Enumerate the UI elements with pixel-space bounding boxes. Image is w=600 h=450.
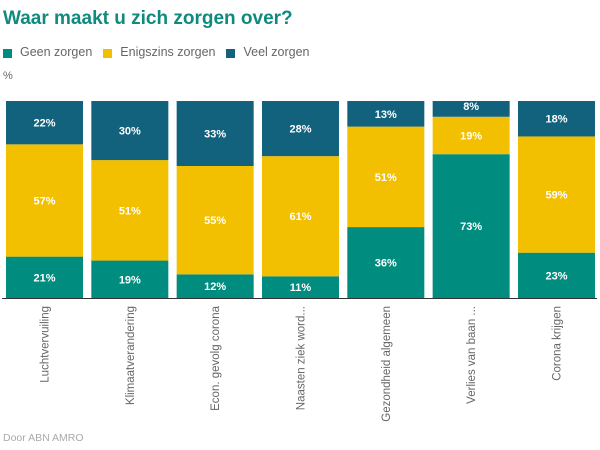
bar-gezondheid-algemeen-enigszins-zorgen[interactable] (347, 126, 425, 228)
bar-verlies-van-baan-enigszins-zorgen[interactable] (432, 116, 510, 155)
bar-naasten-ziek-word-veel-zorgen[interactable] (261, 101, 339, 157)
data-label-corona-krijgen-geen-zorgen: 23% (545, 270, 567, 282)
bar-klimaatverandering-enigszins-zorgen[interactable] (91, 160, 169, 261)
data-label-luchtvervuiling-geen-zorgen: 21% (33, 272, 55, 284)
source-credit: Door ABN AMRO (3, 432, 84, 444)
data-label-econ-gevolg-corona-enigszins-zorgen: 55% (204, 215, 226, 227)
bar-corona-krijgen-veel-zorgen[interactable] (517, 101, 595, 137)
category-label-corona-krijgen: Corona krijgen (551, 306, 563, 381)
bar-naasten-ziek-word-enigszins-zorgen[interactable] (261, 156, 339, 277)
legend-swatch-veel-zorgen (226, 48, 236, 58)
data-label-naasten-ziek-word-geen-zorgen: 11% (290, 282, 312, 294)
data-label-klimaatverandering-veel-zorgen: 30% (119, 126, 141, 138)
bar-luchtvervuiling-enigszins-zorgen[interactable] (6, 144, 83, 257)
data-label-klimaatverandering-enigszins-zorgen: 51% (119, 205, 141, 217)
data-label-verlies-van-baan-veel-zorgen: 8% (463, 101, 479, 113)
data-label-gezondheid-algemeen-veel-zorgen: 13% (375, 109, 397, 121)
data-label-klimaatverandering-geen-zorgen: 19% (119, 274, 141, 286)
legend-item-geen-zorgen[interactable]: Geen zorgen (3, 45, 92, 59)
bar-klimaatverandering-geen-zorgen[interactable] (91, 260, 169, 298)
legend-label-geen-zorgen: Geen zorgen (20, 45, 93, 59)
legend-swatch-enigszins-zorgen (103, 48, 113, 58)
data-label-gezondheid-algemeen-geen-zorgen: 36% (375, 258, 397, 270)
data-label-corona-krijgen-enigszins-zorgen: 59% (545, 190, 567, 202)
bar-luchtvervuiling-veel-zorgen[interactable] (6, 101, 83, 145)
data-label-luchtvervuiling-veel-zorgen: 22% (33, 118, 55, 130)
data-label-econ-gevolg-corona-veel-zorgen: 33% (204, 129, 226, 141)
category-label-luchtvervuiling: Luchtvervuiling (40, 306, 52, 383)
data-label-gezondheid-algemeen-enigszins-zorgen: 51% (375, 172, 397, 184)
bar-econ-gevolg-corona-veel-zorgen[interactable] (176, 101, 254, 167)
bar-naasten-ziek-word-geen-zorgen[interactable] (261, 276, 339, 298)
legend: Geen zorgen Enigszins zorgen Veel zorgen (3, 45, 321, 59)
bar-verlies-van-baan-geen-zorgen[interactable] (432, 154, 510, 298)
legend-swatch-geen-zorgen (3, 48, 12, 58)
data-label-naasten-ziek-word-enigszins-zorgen: 61% (289, 211, 311, 223)
data-label-verlies-van-baan-enigszins-zorgen: 19% (460, 130, 482, 142)
legend-label-enigszins-zorgen: Enigszins zorgen (120, 45, 216, 59)
data-label-naasten-ziek-word-veel-zorgen: 28% (289, 124, 311, 136)
legend-item-enigszins-zorgen[interactable]: Enigszins zorgen (103, 45, 215, 59)
unit-label: % (3, 70, 13, 82)
data-label-verlies-van-baan-geen-zorgen: 73% (460, 221, 482, 233)
bar-verlies-van-baan-veel-zorgen[interactable] (432, 101, 510, 117)
category-label-klimaatverandering: Klimaatverandering (125, 306, 137, 405)
bar-klimaatverandering-veel-zorgen[interactable] (91, 101, 169, 161)
category-label-econ-gevolg-corona: Econ. gevolg corona (210, 305, 222, 410)
bar-corona-krijgen-geen-zorgen[interactable] (517, 252, 595, 298)
bar-econ-gevolg-corona-enigszins-zorgen[interactable] (176, 166, 254, 275)
category-label-gezondheid-algemeen: Gezondheid algemeen (381, 306, 393, 422)
bar-luchtvervuiling-geen-zorgen[interactable] (6, 256, 83, 298)
bar-gezondheid-algemeen-geen-zorgen[interactable] (347, 227, 425, 298)
legend-item-veel-zorgen[interactable]: Veel zorgen (226, 45, 310, 59)
bar-corona-krijgen-enigszins-zorgen[interactable] (517, 136, 595, 253)
category-label-verlies-van-baan: Verlies van baan ... (466, 306, 478, 404)
data-label-luchtvervuiling-enigszins-zorgen: 57% (33, 195, 55, 207)
chart-title: Waar maakt u zich zorgen over? (3, 8, 293, 29)
bar-gezondheid-algemeen-veel-zorgen[interactable] (347, 101, 425, 127)
category-label-naasten-ziek-word: Naasten ziek word... (295, 306, 307, 410)
data-label-econ-gevolg-corona-geen-zorgen: 12% (204, 281, 226, 293)
legend-label-veel-zorgen: Veel zorgen (243, 45, 310, 59)
bar-econ-gevolg-corona-geen-zorgen[interactable] (176, 274, 254, 298)
data-label-corona-krijgen-veel-zorgen: 18% (545, 114, 567, 126)
